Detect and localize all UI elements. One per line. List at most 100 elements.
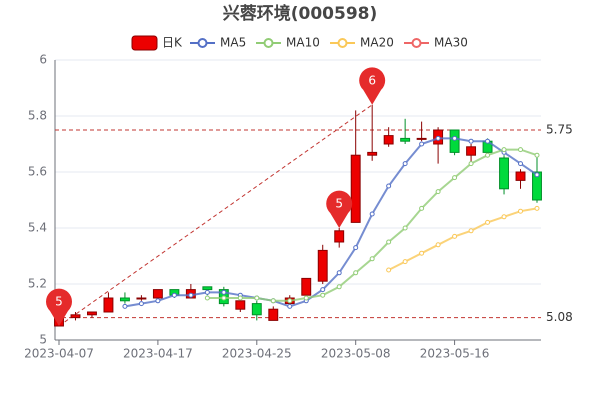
candle-body (70, 314, 81, 319)
ma-point (204, 289, 210, 295)
mark-point-label: 5 (335, 197, 343, 211)
ma-point (518, 161, 524, 167)
ma-point (287, 303, 293, 309)
legend-label: 日K (162, 36, 183, 50)
ma-line (124, 137, 538, 308)
candle-body (416, 137, 427, 140)
x-tick-label: 2023-04-17 (123, 347, 193, 361)
ma-point (485, 219, 491, 225)
candle-body (136, 297, 147, 300)
ma-point (435, 135, 441, 141)
candle-body (532, 171, 542, 201)
ma-point (402, 161, 408, 167)
ma-point (386, 239, 392, 245)
ma-point (188, 292, 194, 298)
ma-point (534, 152, 540, 158)
x-tick-label: 2023-04-07 (24, 347, 94, 361)
legend-label: MA5 (220, 36, 246, 50)
ma-point (452, 135, 458, 141)
candle-body (367, 151, 378, 156)
y-tick-label: 5.6 (28, 165, 47, 179)
ma-point (435, 242, 441, 248)
candle-body (301, 277, 312, 296)
candle-body (449, 129, 460, 153)
legend-icon (131, 35, 158, 51)
y-tick-label: 6 (39, 53, 47, 67)
ma-point (501, 147, 507, 153)
candle-body (317, 249, 328, 282)
chart-title: 兴蓉环境(000598) (223, 3, 378, 24)
candle-body (383, 135, 394, 145)
ma-point (468, 161, 474, 167)
candle-body (334, 230, 345, 243)
candle-body (350, 154, 361, 223)
ma-point (518, 147, 524, 153)
ma-point (435, 189, 441, 195)
x-tick-label: 2023-04-25 (222, 347, 292, 361)
ma-point (237, 295, 243, 301)
ma-point (518, 208, 524, 214)
mark-line-label: 5.08 (546, 310, 573, 324)
ma-point (221, 289, 227, 295)
legend-icon (263, 38, 274, 48)
candle-body (515, 171, 526, 181)
ma-point (501, 214, 507, 220)
candle-body (400, 137, 411, 142)
ma-point (419, 141, 425, 147)
y-tick-label: 5.2 (28, 277, 47, 291)
ma-point (353, 270, 359, 276)
ma-point (204, 295, 210, 301)
ma-point (468, 228, 474, 234)
mark-point (326, 190, 353, 228)
ma-point (468, 138, 474, 144)
ma-point (386, 183, 392, 189)
ma-point (402, 225, 408, 231)
candle-body (251, 303, 262, 316)
ma-point (485, 138, 491, 144)
legend-icon (337, 38, 348, 48)
x-tick-label: 2023-05-08 (321, 347, 391, 361)
ma-point (534, 205, 540, 211)
mark-point (359, 67, 386, 105)
ma-point (138, 301, 144, 307)
ma-point (303, 295, 309, 301)
ma-point (534, 172, 540, 178)
ma-point (221, 295, 227, 301)
mark-line-label: 5.75 (546, 123, 573, 137)
candle-body (499, 157, 509, 190)
ma-point (320, 292, 326, 298)
ma-line (388, 207, 538, 271)
ma-point (171, 292, 177, 298)
candle-body (268, 308, 279, 321)
ma-point (452, 233, 458, 239)
candle-body (202, 286, 213, 291)
ma-point (155, 298, 161, 304)
candle-body (103, 297, 114, 313)
ma-point (369, 211, 375, 217)
candle-body (152, 289, 163, 299)
legend-icon (411, 38, 422, 48)
mark-point-label: 5 (55, 295, 63, 309)
y-tick-label: 5.4 (28, 221, 47, 235)
x-tick-label: 2023-05-16 (420, 347, 490, 361)
y-tick-label: 5 (39, 333, 47, 347)
y-tick-label: 5.8 (28, 109, 47, 123)
legend-label: MA10 (286, 36, 320, 50)
mark-point (46, 288, 72, 326)
candle-body (87, 311, 97, 316)
ma-point (419, 205, 425, 211)
ma-point (320, 287, 326, 293)
candle-body (466, 146, 477, 156)
ma-point (287, 298, 293, 304)
candle-body (235, 300, 246, 310)
ma-point (402, 259, 408, 265)
ma-point (419, 250, 425, 256)
ma-point (336, 284, 342, 290)
ma-point (452, 175, 458, 181)
ma-point (336, 270, 342, 276)
ma-point (386, 267, 392, 273)
ma-point (270, 298, 276, 304)
candle-body (119, 297, 130, 302)
ma-point (254, 295, 260, 301)
